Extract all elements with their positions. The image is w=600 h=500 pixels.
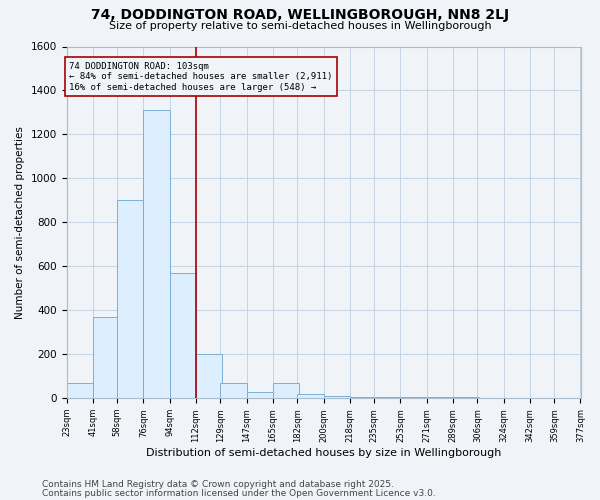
Bar [323,396,350,398]
Text: Contains public sector information licensed under the Open Government Licence v3: Contains public sector information licen… [42,489,436,498]
Bar [298,394,323,398]
Bar [247,392,272,398]
Bar [196,354,222,398]
Text: 74 DODDINGTON ROAD: 103sqm
← 84% of semi-detached houses are smaller (2,911)
16%: 74 DODDINGTON ROAD: 103sqm ← 84% of semi… [70,62,333,92]
X-axis label: Distribution of semi-detached houses by size in Wellingborough: Distribution of semi-detached houses by … [146,448,501,458]
Bar [220,383,247,398]
Bar [143,110,170,398]
Bar [272,383,299,398]
Bar [453,397,479,398]
Bar [92,317,119,398]
Text: Size of property relative to semi-detached houses in Wellingborough: Size of property relative to semi-detach… [109,21,491,31]
Bar [170,273,196,398]
Bar [374,397,400,398]
Bar [118,200,143,398]
Bar [427,397,453,398]
Bar [400,397,427,398]
Text: Contains HM Land Registry data © Crown copyright and database right 2025.: Contains HM Land Registry data © Crown c… [42,480,394,489]
Text: 74, DODDINGTON ROAD, WELLINGBOROUGH, NN8 2LJ: 74, DODDINGTON ROAD, WELLINGBOROUGH, NN8… [91,8,509,22]
Y-axis label: Number of semi-detached properties: Number of semi-detached properties [15,126,25,319]
Bar [67,383,92,398]
Bar [350,397,376,398]
